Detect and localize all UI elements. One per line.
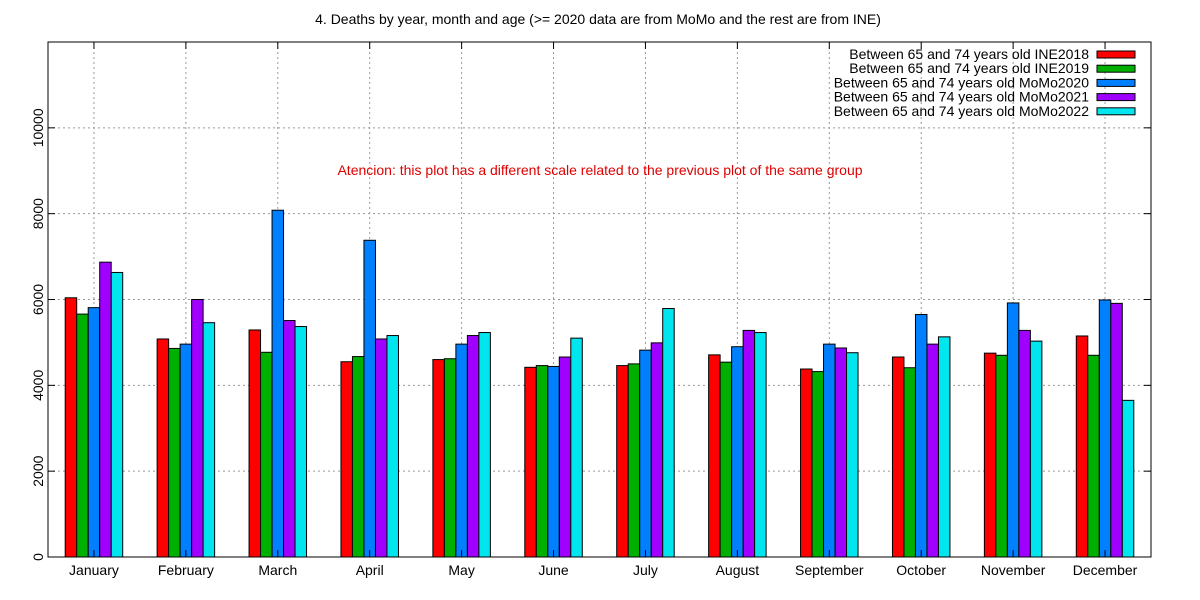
bar-series1-november [983,352,997,558]
bar-series4-february [191,299,204,558]
bar-series1-january [64,297,78,558]
legend-label-series4: Between 65 and 74 years old MoMo2021 [834,89,1089,105]
bar-series3-february [179,343,193,558]
legend-swatch-series3 [1096,78,1136,87]
x-tick-label-april: April [356,562,384,578]
bar-series4-may [466,335,480,558]
bar-series5-august [754,332,767,558]
y-tick-label: 10000 [30,108,46,147]
bar-series4-october [926,343,939,558]
x-tick-label-december: December [1073,562,1138,578]
bar-series1-march [248,329,262,558]
x-tick-label-october: October [896,562,946,578]
bar-series5-july [662,308,675,558]
bar-series4-december [1110,302,1123,558]
x-tick-label-february: February [158,562,214,578]
bar-series2-september [811,371,825,558]
bar-series3-november [1006,302,1020,558]
scale-warning-annotation: Atencion: this plot has a different scal… [337,162,862,178]
bar-series3-july [639,349,652,558]
bar-series4-september [834,347,848,558]
bar-series5-june [570,337,583,558]
x-tick-label-june: June [538,562,569,578]
bar-series4-november [1018,329,1031,558]
bar-series2-october [903,367,916,558]
bar-series3-december [1098,299,1112,558]
bar-series1-december [1075,335,1089,558]
bar-series5-december [1121,399,1135,558]
bar-series5-february [202,322,216,558]
bar-series5-november [1029,340,1043,558]
y-tick-label: 6000 [30,284,46,315]
bar-series4-august [742,329,756,558]
legend-label-series5: Between 65 and 74 years old MoMo2022 [834,103,1089,119]
x-tick-label-july: July [633,562,658,578]
legend-label-series3: Between 65 and 74 years old MoMo2020 [834,74,1089,90]
x-axis: January February March April May June July Augu… [69,42,1138,578]
bar-series1-october [891,356,905,558]
bar-series4-june [558,356,572,558]
y-tick-label: 2000 [30,455,46,486]
legend-label-series2: Between 65 and 74 years old INE2019 [849,60,1089,76]
bar-series3-january [87,307,101,558]
bar-series1-february [156,338,170,558]
bar-series2-february [168,347,181,558]
bar-series2-november [995,354,1008,558]
bar-series4-january [99,261,112,558]
legend-swatch-series4 [1096,93,1136,102]
bar-series2-june [535,365,549,558]
bar-series2-august [719,361,733,558]
legend-swatch-series1 [1096,50,1136,59]
bar-series4-march [283,320,296,558]
legend: Between 65 and 74 years old INE2018Betwe… [834,46,1136,119]
bar-series2-march [260,351,273,558]
bar-series1-may [432,359,445,558]
bar-series5-april [386,335,399,558]
x-tick-label-march: March [258,562,297,578]
bar-series4-july [650,342,664,558]
bar-series2-july [627,363,641,558]
bar-series1-august [708,354,721,558]
bar-series1-july [616,365,629,558]
x-tick-label-may: May [448,562,474,578]
x-tick-label-august: August [716,562,760,578]
bar-series3-october [914,314,928,558]
bar-series5-may [478,332,491,558]
x-tick-label-september: September [795,562,864,578]
bar-series2-december [1087,354,1100,558]
x-tick-label-november: November [981,562,1046,578]
y-tick-label: 0 [30,553,46,561]
bars-group [64,209,1135,558]
y-tick-label: 8000 [30,198,46,229]
legend-label-series1: Between 65 and 74 years old INE2018 [849,46,1089,62]
bar-series3-june [547,365,560,558]
y-tick-label: 4000 [30,370,46,401]
bar-series1-september [800,368,813,558]
bar-series3-may [455,343,468,558]
x-tick-label-january: January [69,562,119,578]
bar-series5-march [294,326,308,558]
bar-series3-september [823,343,836,558]
bar-series2-may [443,358,457,558]
y-axis: 0 2000 4000 6000 8000 10000 [30,108,1151,561]
legend-swatch-series5 [1096,107,1136,116]
bar-series5-october [937,336,951,558]
grid-lines [48,42,1151,557]
bar-series1-june [524,366,537,558]
legend-swatch-series2 [1096,64,1136,73]
bar-series5-january [110,271,124,558]
bar-series2-january [76,313,89,558]
bar-series3-april [363,239,376,558]
bar-series1-april [340,361,353,558]
bar-series3-august [731,346,744,558]
bar-series4-april [374,338,388,558]
bar-series3-march [271,209,285,558]
bar-series2-april [351,356,365,558]
bar-series5-september [846,352,859,558]
chart-title: 4. Deaths by year, month and age (>= 202… [315,11,881,27]
